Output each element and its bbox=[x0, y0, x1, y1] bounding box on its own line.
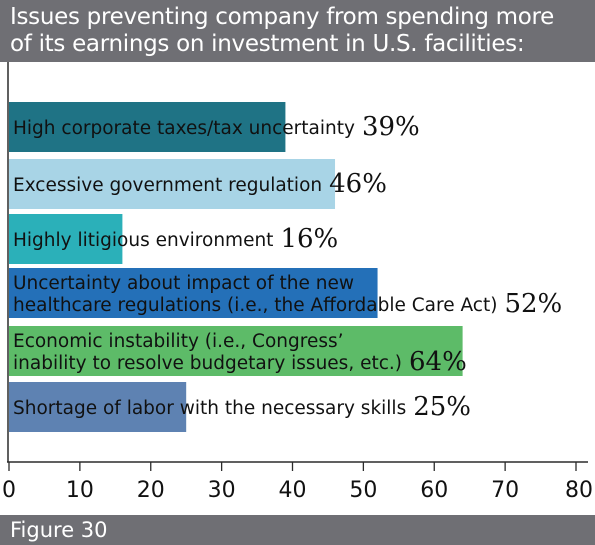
x-tick-label-60: 60 bbox=[420, 478, 448, 503]
value-label-2: 46% bbox=[329, 169, 387, 199]
chart-title-line-2: of its earnings on investment in U.S. fa… bbox=[10, 31, 525, 57]
chart-title: Issues preventing company from spending … bbox=[10, 4, 590, 58]
category-label-4-line-2: healthcare regulations (i.e., the Afford… bbox=[13, 295, 497, 316]
value-label-6: 25% bbox=[413, 392, 471, 422]
bar-2 bbox=[9, 159, 336, 209]
bar-1 bbox=[9, 102, 286, 152]
figure-label: Figure 30 bbox=[10, 518, 108, 542]
category-label-3-line-1: Highly litigious environment bbox=[13, 230, 273, 251]
x-tick-label-80: 80 bbox=[565, 478, 593, 503]
chart-title-line-1: Issues preventing company from spending … bbox=[10, 4, 555, 30]
category-label-2-line-1: Excessive government regulation bbox=[13, 175, 322, 196]
x-tick-label-30: 30 bbox=[208, 478, 236, 503]
bars-layer bbox=[9, 102, 463, 432]
bar-3 bbox=[9, 214, 123, 264]
x-tick-label-0: 0 bbox=[2, 478, 16, 503]
bar-4 bbox=[9, 268, 378, 318]
category-label-5-line-1: Economic instability (i.e., Congress’ bbox=[13, 331, 343, 352]
footer-band: Figure 30 bbox=[0, 515, 595, 545]
bar-5 bbox=[9, 326, 463, 376]
value-label-3: 16% bbox=[280, 224, 338, 254]
value-label-1: 39% bbox=[362, 112, 420, 142]
axis-layer: 0 10 20 30 40 50 60 70 80 bbox=[2, 62, 593, 503]
category-label-6-line-1: Shortage of labor with the necessary ski… bbox=[13, 398, 406, 419]
bar-6 bbox=[9, 382, 187, 432]
x-tick-label-70: 70 bbox=[491, 478, 519, 503]
bar-chart: High corporate taxes/tax uncertainty 39% E… bbox=[2, 62, 593, 503]
x-tick-label-40: 40 bbox=[279, 478, 307, 503]
value-label-4: 52% bbox=[504, 289, 562, 319]
x-tick-label-50: 50 bbox=[349, 478, 377, 503]
value-label-5: 64% bbox=[409, 347, 467, 377]
labels-layer: High corporate taxes/tax uncertainty 39% E… bbox=[13, 112, 562, 422]
x-tick-label-10: 10 bbox=[66, 478, 94, 503]
title-band: Issues preventing company from spending … bbox=[0, 0, 595, 62]
category-label-5-line-2: inability to resolve budgetary issues, e… bbox=[13, 353, 402, 374]
category-label-4-line-1: Uncertainty about impact of the new bbox=[13, 273, 354, 294]
x-tick-label-20: 20 bbox=[137, 478, 165, 503]
category-label-1-line-1: High corporate taxes/tax uncertainty bbox=[13, 118, 355, 139]
